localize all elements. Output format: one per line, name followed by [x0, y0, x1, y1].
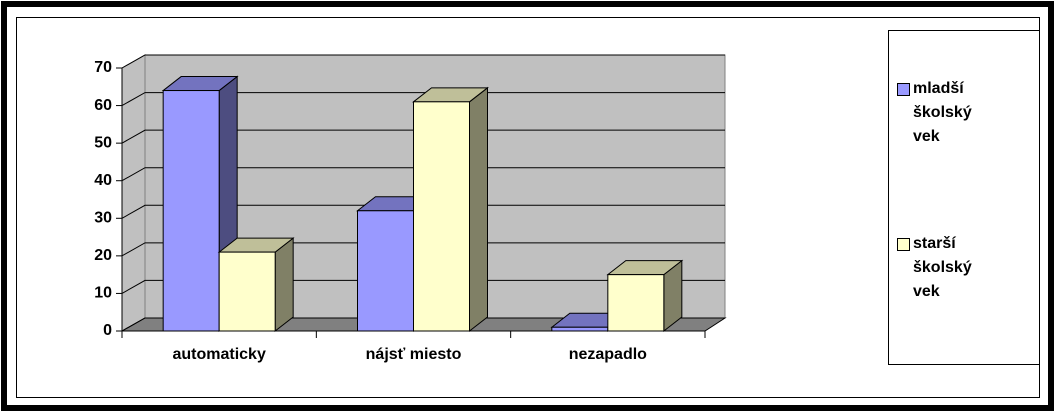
legend-label: starší školský vek — [913, 235, 972, 300]
y-tick-label: 70 — [94, 59, 112, 76]
x-tick-label: nájsť miesto — [366, 346, 462, 363]
y-tick-label: 20 — [94, 247, 112, 264]
bar-side — [469, 86, 488, 333]
grid-line — [121, 317, 725, 332]
bar — [551, 326, 609, 332]
grid-line — [121, 129, 725, 144]
y-tick-label: 30 — [94, 210, 112, 227]
legend-label: mladší školský vek — [913, 80, 972, 145]
grid-line — [121, 54, 725, 69]
y-tick-label: 60 — [94, 97, 112, 114]
x-tick-label: nezapadlo — [569, 346, 647, 363]
legend-swatch — [897, 83, 910, 96]
grid-line — [121, 204, 725, 219]
plot-area: 0 10 20 30 40 50 60 70 automaticky nájsť miesto ne… — [94, 54, 727, 363]
y-tick-label: 0 — [103, 322, 112, 339]
legend: mladší školský vek starší školský vek — [888, 30, 1040, 365]
bar — [413, 101, 470, 332]
y-tick-label: 10 — [94, 285, 112, 302]
x-tick-label: automaticky — [172, 346, 265, 363]
y-tick-label: 40 — [94, 172, 112, 189]
grid-line — [121, 279, 725, 294]
grid-line — [121, 92, 725, 107]
bar — [357, 210, 414, 332]
grid-line — [121, 167, 725, 182]
side-wall — [121, 54, 146, 332]
bar — [607, 274, 665, 332]
grid-line — [121, 242, 725, 257]
y-tick-label: 50 — [94, 134, 112, 151]
bar — [218, 251, 276, 332]
legend-swatch — [897, 238, 910, 251]
bar — [162, 90, 220, 332]
bar-side — [274, 237, 294, 333]
